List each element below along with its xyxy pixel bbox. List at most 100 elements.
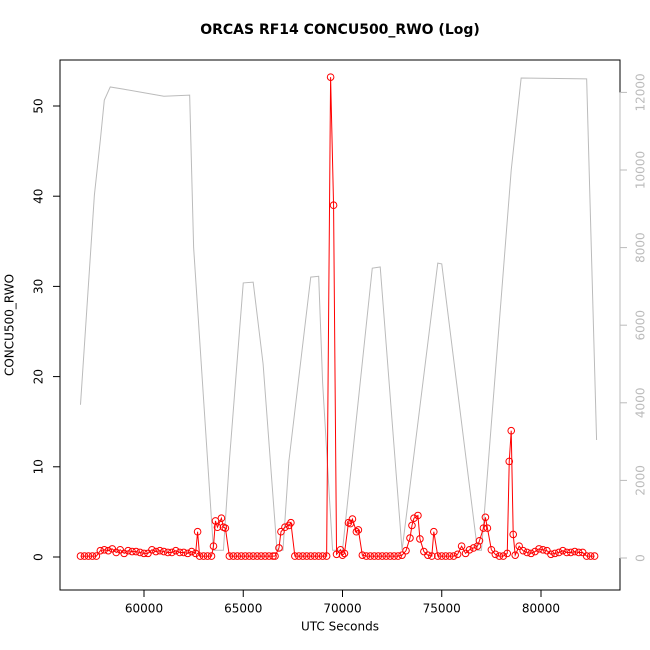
data-point: [338, 551, 347, 559]
data-point: [582, 552, 591, 560]
data-point: [96, 546, 105, 555]
data-point: [269, 552, 277, 560]
data-point: [314, 552, 323, 560]
x-tick-label: 75000: [423, 602, 461, 616]
y-tick-label: 10: [32, 459, 46, 474]
data-point: [408, 521, 416, 530]
x-tick-label: 60000: [125, 602, 163, 616]
data-point: [80, 552, 89, 560]
y-tick-label: 40: [32, 189, 46, 204]
chart-title: ORCAS RF14 CONCU500_RWO (Log): [200, 22, 480, 38]
data-point: [481, 513, 490, 522]
data-point: [563, 548, 571, 557]
data-point: [370, 552, 379, 560]
data-point: [287, 518, 295, 527]
data-point: [479, 524, 488, 532]
data-point: [128, 547, 136, 556]
data-point: [310, 552, 319, 560]
data-point: [175, 548, 184, 557]
data-point: [491, 550, 500, 559]
data-point: [152, 547, 160, 556]
data-point: [195, 552, 204, 560]
data-point: [374, 552, 383, 560]
data-point: [586, 552, 595, 560]
data-point: [257, 552, 265, 560]
data-point: [164, 548, 172, 557]
data-point: [402, 546, 410, 555]
data-point: [590, 552, 599, 560]
y-tick-label: 20: [32, 369, 46, 384]
data-point: [531, 547, 539, 556]
x-tick-label: 65000: [224, 602, 262, 616]
x-tick-label: 80000: [522, 602, 560, 616]
data-point: [318, 552, 327, 560]
data-point: [187, 547, 196, 556]
data-point: [469, 544, 478, 552]
data-point: [329, 201, 338, 210]
data-point: [457, 542, 466, 550]
series-line: [80, 77, 595, 558]
data-point: [386, 552, 394, 560]
data-point: [326, 73, 335, 81]
data-point: [505, 457, 514, 466]
data-point: [428, 552, 436, 560]
data-point: [519, 546, 527, 555]
data-point: [523, 548, 531, 557]
data-point: [499, 552, 508, 560]
data-point: [306, 552, 315, 560]
data-point: [366, 552, 375, 560]
data-point: [509, 530, 518, 539]
data-point: [265, 552, 273, 560]
data-point: [445, 552, 454, 560]
data-point: [555, 548, 563, 557]
y-tick-label: 50: [32, 98, 46, 113]
data-point: [261, 552, 269, 560]
data-point: [132, 547, 140, 556]
data-point: [112, 548, 121, 557]
data-point: [570, 547, 579, 556]
data-point: [275, 544, 283, 552]
data-point: [535, 545, 543, 553]
series-line: [79, 77, 598, 551]
data-point: [302, 552, 311, 560]
data-point: [299, 552, 307, 560]
data-point: [245, 552, 254, 560]
data-point: [92, 552, 101, 560]
data-point: [160, 547, 168, 556]
data-point: [237, 552, 246, 560]
y2-tick-label: 12000: [634, 73, 648, 111]
data-point: [378, 552, 387, 560]
data-point: [515, 542, 523, 550]
data-point: [277, 527, 285, 536]
data-point: [76, 552, 85, 560]
data-point: [199, 552, 208, 560]
data-point: [394, 552, 402, 560]
data-point: [441, 552, 450, 560]
data-point: [120, 549, 128, 558]
data-point: [414, 511, 422, 520]
data-point: [156, 546, 164, 555]
data-point: [354, 526, 363, 534]
data-point: [179, 548, 188, 557]
data-point: [358, 551, 367, 559]
y-tick-label: 30: [32, 279, 46, 294]
data-point: [241, 552, 250, 560]
data-point: [503, 549, 512, 558]
data-point: [271, 552, 279, 560]
data-point: [574, 548, 583, 557]
data-point: [437, 552, 446, 560]
data-point: [209, 542, 218, 550]
data-point: [449, 552, 458, 560]
data-point: [539, 545, 547, 554]
data-point: [191, 549, 200, 558]
data-point: [559, 546, 567, 555]
data-point: [453, 550, 462, 559]
data-point: [410, 514, 418, 523]
plot-box: [59, 59, 621, 591]
data-point: [398, 551, 406, 559]
data-point: [352, 527, 361, 536]
y2-tick-label: 2000: [634, 465, 648, 496]
data-point: [433, 552, 442, 560]
data-point: [475, 536, 484, 545]
